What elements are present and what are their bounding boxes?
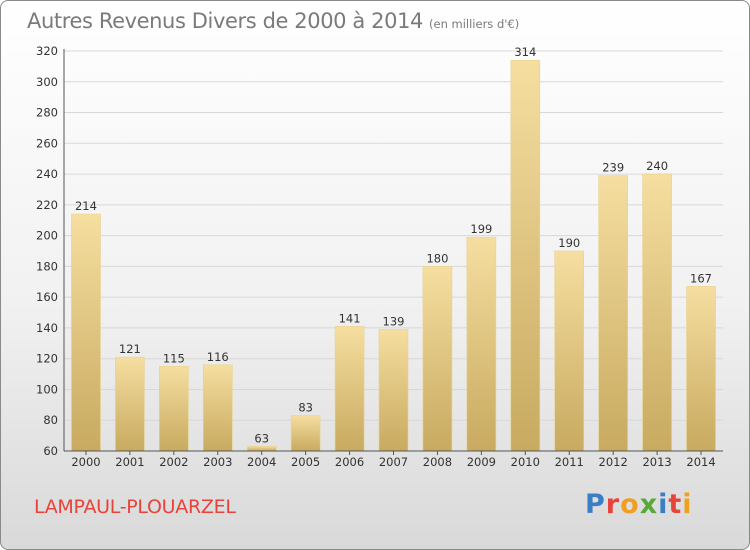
x-tick-label: 2007 bbox=[379, 455, 408, 469]
data-label: 115 bbox=[163, 351, 185, 365]
logo-letter: t bbox=[668, 489, 683, 520]
bar bbox=[378, 329, 409, 452]
chart-subtitle: (en milliers d'€) bbox=[429, 17, 520, 31]
y-tick-label: 160 bbox=[36, 290, 58, 304]
data-label: 63 bbox=[254, 431, 269, 445]
y-tick-label: 200 bbox=[36, 229, 58, 243]
data-label: 83 bbox=[298, 401, 313, 415]
bar bbox=[115, 356, 145, 452]
data-label: 190 bbox=[558, 236, 580, 250]
data-label: 141 bbox=[339, 311, 361, 325]
logo-letter: i bbox=[658, 489, 669, 520]
logo-letter: o bbox=[620, 489, 640, 520]
data-label: 314 bbox=[514, 45, 536, 59]
y-tick-label: 320 bbox=[36, 44, 58, 58]
y-tick-label: 140 bbox=[36, 321, 58, 335]
y-tick-label: 60 bbox=[43, 444, 58, 458]
chart-title-text: Autres Revenus Divers de 2000 à 2014 bbox=[27, 9, 424, 33]
x-tick-label: 2009 bbox=[467, 455, 496, 469]
data-label: 240 bbox=[646, 159, 668, 173]
logo-letter: i bbox=[682, 489, 693, 520]
y-tick-label: 280 bbox=[36, 106, 58, 120]
x-tick-label: 2012 bbox=[599, 455, 628, 469]
x-tick-label: 2001 bbox=[115, 455, 144, 469]
x-tick-label: 2013 bbox=[642, 455, 671, 469]
proxiti-logo: Proxiti bbox=[585, 489, 693, 520]
axes: 60 80 100 120 140 160 180 200 220 240 260 280 300 320… bbox=[36, 44, 723, 469]
x-tick-label: 2003 bbox=[203, 455, 232, 469]
data-label: 214 bbox=[75, 199, 97, 213]
data-label: 167 bbox=[690, 271, 712, 285]
x-tick-label: 2014 bbox=[686, 455, 715, 469]
x-tick-label: 2004 bbox=[247, 455, 276, 469]
data-label: 116 bbox=[207, 350, 229, 364]
bar bbox=[510, 59, 541, 452]
data-label: 180 bbox=[426, 251, 448, 265]
bar bbox=[598, 175, 628, 452]
bar bbox=[642, 173, 672, 452]
x-tick-label: 2011 bbox=[555, 455, 584, 469]
x-tick-label: 2002 bbox=[159, 455, 188, 469]
y-tick-label: 120 bbox=[36, 352, 58, 366]
bar bbox=[290, 415, 321, 452]
logo-letter: r bbox=[605, 489, 621, 520]
bar bbox=[422, 266, 453, 452]
chart-title: Autres Revenus Divers de 2000 à 2014 (en … bbox=[27, 9, 519, 33]
bar bbox=[159, 366, 189, 452]
logo-letter: P bbox=[585, 489, 606, 520]
bar bbox=[466, 236, 497, 452]
x-tick-label: 2000 bbox=[71, 455, 100, 469]
y-tick-label: 300 bbox=[36, 75, 58, 89]
bar bbox=[246, 446, 277, 452]
y-tick-label: 220 bbox=[36, 198, 58, 212]
bar bbox=[554, 250, 585, 452]
bar bbox=[202, 364, 233, 452]
data-label: 121 bbox=[119, 342, 141, 356]
bars: 214 121 115 116 63 83 141 139 180 199 314 190 239 240… bbox=[71, 45, 716, 452]
x-tick-label: 2005 bbox=[291, 455, 320, 469]
bar bbox=[334, 326, 365, 452]
data-label: 239 bbox=[602, 161, 624, 175]
y-tick-label: 240 bbox=[36, 167, 58, 181]
data-label: 139 bbox=[383, 314, 405, 328]
commune-name: LAMPAUL-PLOUARZEL bbox=[34, 496, 236, 518]
y-tick-label: 80 bbox=[43, 413, 58, 427]
data-label: 199 bbox=[470, 222, 492, 236]
y-tick-label: 100 bbox=[36, 382, 58, 396]
bar bbox=[686, 286, 716, 452]
logo-letter: x bbox=[639, 489, 659, 520]
y-tick-label: 180 bbox=[36, 259, 58, 273]
bar bbox=[71, 213, 101, 452]
x-tick-label: 2010 bbox=[511, 455, 540, 469]
x-tick-label: 2006 bbox=[335, 455, 364, 469]
x-tick-label: 2008 bbox=[423, 455, 452, 469]
y-tick-label: 260 bbox=[36, 136, 58, 150]
